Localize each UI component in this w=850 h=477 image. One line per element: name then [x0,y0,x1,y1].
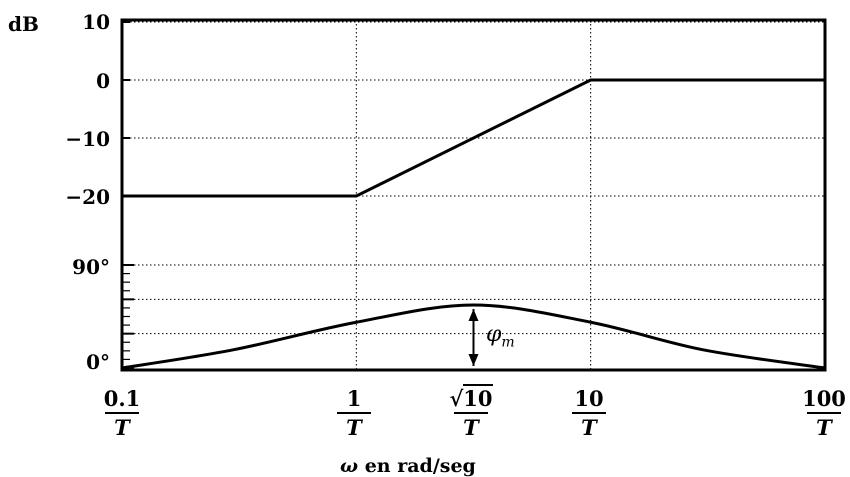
x-tick-label-10: 10 T [549,388,629,438]
phase-curve [121,303,826,370]
chart-curves [121,78,826,370]
x-tick-label-sqrt10: √10 T [449,384,493,440]
x-axis-label: ω en rad/seg [340,455,476,477]
x-tick-label-0p1: 0.1 T [103,386,141,440]
mag-tick-label-m20: −20 [65,185,110,209]
plot-frame [120,18,827,372]
mag-tick-label-10: 10 [82,10,110,34]
phase-margin-arrow-head-down [468,354,479,366]
phase-margin-annotation [468,309,479,366]
mag-tick-label-m10: −10 [65,127,110,151]
y-axis-units-label: dB [8,12,39,36]
x-tick-label-100: 100 T [802,386,846,440]
phase-margin-label: φm [486,322,515,351]
magnitude-asymptote-line [122,78,825,198]
phase-tick-label-90: 90° [72,255,110,279]
mag-tick-label-0: 0 [96,69,110,93]
phase-margin-arrow-head-up [468,309,479,322]
phase-tick-label-0: 0° [86,350,110,374]
